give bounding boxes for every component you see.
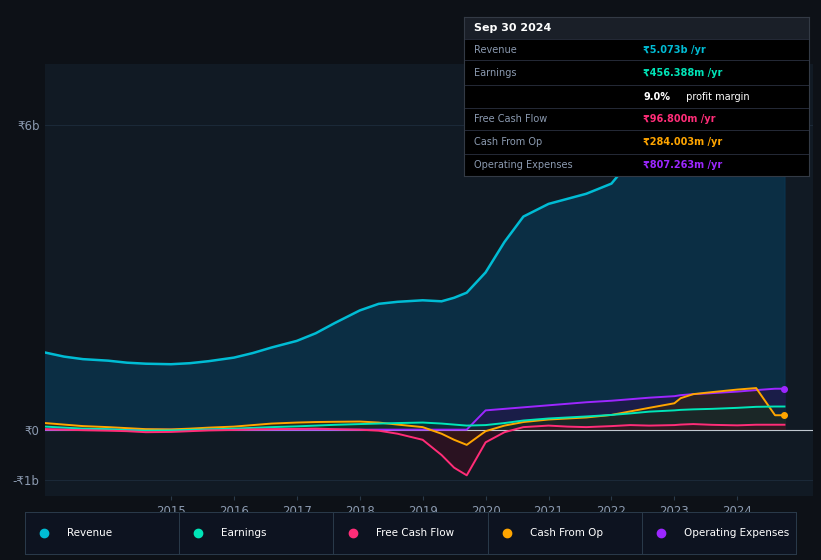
Text: ₹807.263m /yr: ₹807.263m /yr — [643, 160, 722, 170]
Text: Free Cash Flow: Free Cash Flow — [376, 529, 454, 538]
Bar — [464, 17, 809, 39]
Text: 9.0%: 9.0% — [643, 92, 670, 101]
Bar — [333, 512, 488, 554]
Text: profit margin: profit margin — [683, 92, 750, 101]
Text: Free Cash Flow: Free Cash Flow — [475, 114, 548, 124]
Text: ₹284.003m /yr: ₹284.003m /yr — [643, 137, 722, 147]
Bar — [179, 512, 333, 554]
Text: Revenue: Revenue — [67, 529, 112, 538]
Text: Operating Expenses: Operating Expenses — [475, 160, 573, 170]
Text: Sep 30 2024: Sep 30 2024 — [475, 23, 552, 33]
Bar — [488, 512, 642, 554]
Text: Earnings: Earnings — [222, 529, 267, 538]
Bar — [25, 512, 179, 554]
Bar — [642, 512, 796, 554]
Text: Cash From Op: Cash From Op — [530, 529, 603, 538]
Text: Revenue: Revenue — [475, 44, 517, 54]
Text: ₹96.800m /yr: ₹96.800m /yr — [643, 114, 716, 124]
Text: Cash From Op: Cash From Op — [475, 137, 543, 147]
Text: ₹456.388m /yr: ₹456.388m /yr — [643, 68, 722, 78]
Text: ₹5.073b /yr: ₹5.073b /yr — [643, 44, 706, 54]
Text: Operating Expenses: Operating Expenses — [685, 529, 790, 538]
Text: Earnings: Earnings — [475, 68, 516, 78]
